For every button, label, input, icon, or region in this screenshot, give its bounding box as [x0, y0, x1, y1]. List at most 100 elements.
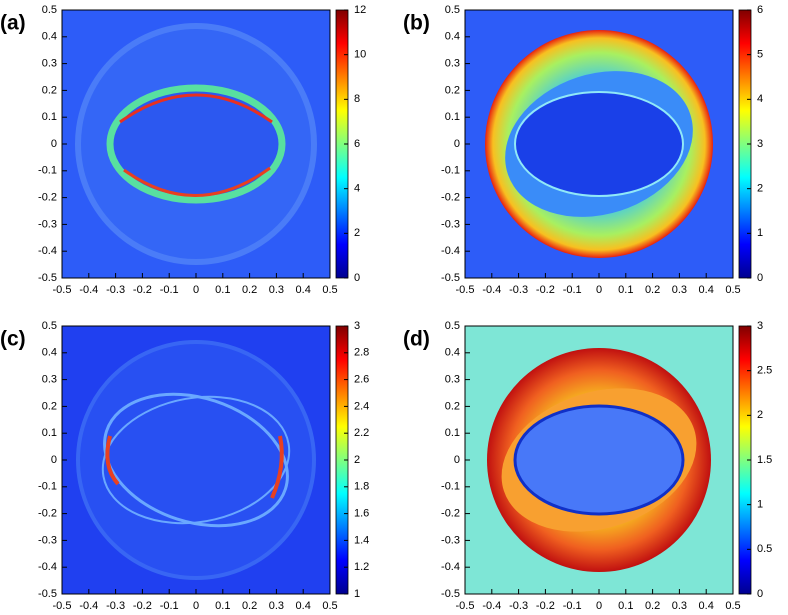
- y-tick-label: 0: [51, 454, 57, 466]
- x-tick-label: -0.3: [509, 284, 528, 296]
- x-tick-label: -0.5: [53, 600, 72, 612]
- colorbar-tick-label: 3: [354, 320, 360, 332]
- colorbar-tick-label: 3: [757, 138, 763, 150]
- colorbar-tick-label: 2.5: [757, 365, 772, 377]
- y-tick-label: 0.1: [42, 427, 57, 439]
- x-tick-label: 0.2: [645, 284, 660, 296]
- colorbar-tick-label: 3: [757, 320, 763, 332]
- colorbar-tick-label: 10: [354, 49, 366, 61]
- y-tick-label: 0.4: [42, 347, 57, 359]
- y-tick-label: -0.1: [38, 165, 57, 177]
- y-tick-label: -0.3: [441, 534, 460, 546]
- colorbar-tick-label: 1: [354, 588, 360, 600]
- y-tick-label: 0.1: [42, 111, 57, 123]
- colorbar-tick-label: 4: [757, 93, 763, 105]
- x-tick-label: -0.4: [79, 600, 98, 612]
- x-tick-label: -0.4: [79, 284, 98, 296]
- y-tick-label: 0.4: [445, 347, 460, 359]
- field-c: [62, 326, 330, 594]
- x-tick-label: -0.2: [133, 600, 152, 612]
- colorbar-tick-label: 5: [757, 49, 763, 61]
- y-tick-label: -0.3: [441, 218, 460, 230]
- x-tick-label: -0.2: [536, 600, 555, 612]
- x-tick-label: -0.4: [482, 600, 501, 612]
- y-tick-label: 0.3: [42, 58, 57, 70]
- x-tick-label: 0.1: [618, 600, 633, 612]
- y-tick-label: -0.4: [38, 245, 57, 257]
- y-tick-label: 0.3: [445, 58, 460, 70]
- x-tick-label: 0.4: [699, 284, 714, 296]
- x-tick-label: 0: [596, 600, 602, 612]
- x-tick-label: 0.5: [725, 284, 740, 296]
- colorbar-tick-label: 6: [354, 138, 360, 150]
- panel-label: (a): [0, 12, 26, 35]
- x-tick-label: -0.3: [509, 600, 528, 612]
- colorbar-tick-label: 1.2: [354, 561, 369, 573]
- x-tick-label: -0.1: [563, 284, 582, 296]
- x-tick-label: -0.3: [106, 600, 125, 612]
- y-tick-label: -0.4: [38, 561, 57, 573]
- x-tick-label: 0.1: [618, 284, 633, 296]
- colorbar-tick-label: 2: [757, 183, 763, 195]
- x-tick-label: 0.4: [296, 284, 311, 296]
- colorbar-tick-label: 0: [757, 588, 763, 600]
- x-tick-label: 0.1: [215, 284, 230, 296]
- x-tick-label: 0.1: [215, 600, 230, 612]
- colorbar-tick-label: 6: [757, 4, 763, 16]
- colorbar-tick-label: 0: [354, 272, 360, 284]
- x-tick-label: 0.3: [269, 600, 284, 612]
- colorbar-tick-label: 2: [354, 454, 360, 466]
- x-tick-label: -0.5: [456, 600, 475, 612]
- x-tick-label: 0.5: [725, 600, 740, 612]
- x-tick-label: 0: [193, 600, 199, 612]
- colorbar-tick-label: 1: [757, 499, 763, 511]
- colorbar-tick-label: 1.5: [757, 454, 772, 466]
- field-a: [62, 10, 330, 278]
- y-tick-label: -0.5: [441, 272, 460, 284]
- x-tick-label: 0.5: [322, 600, 337, 612]
- colorbar-tick-label: 1: [757, 227, 763, 239]
- y-tick-label: 0.5: [445, 320, 460, 332]
- y-tick-label: -0.3: [38, 534, 57, 546]
- y-tick-label: 0.5: [445, 4, 460, 16]
- x-tick-label: 0.3: [672, 284, 687, 296]
- field-d: [465, 326, 733, 594]
- colorbar-tick-label: 0: [757, 272, 763, 284]
- x-tick-label: 0.2: [242, 600, 257, 612]
- colorbar-tick-label: 2: [757, 409, 763, 421]
- panel-label: (c): [0, 328, 26, 351]
- x-tick-label: 0.3: [672, 600, 687, 612]
- x-tick-label: 0.2: [645, 600, 660, 612]
- y-tick-label: 0.4: [445, 31, 460, 43]
- y-tick-label: 0.1: [445, 111, 460, 123]
- colorbar-tick-label: 2.6: [354, 374, 369, 386]
- y-tick-label: -0.5: [38, 272, 57, 284]
- x-tick-label: 0.4: [296, 600, 311, 612]
- y-tick-label: -0.4: [441, 561, 460, 573]
- y-tick-label: -0.1: [441, 481, 460, 493]
- y-tick-label: -0.5: [38, 588, 57, 600]
- panel-label: (b): [403, 12, 430, 35]
- panel-label: (d): [403, 328, 430, 351]
- x-tick-label: 0.4: [699, 600, 714, 612]
- colorbar-tick-label: 8: [354, 93, 360, 105]
- colorbar-tick-label: 2.4: [354, 400, 369, 412]
- x-tick-label: -0.5: [53, 284, 72, 296]
- colorbar-tick-label: 12: [354, 4, 366, 16]
- y-tick-label: -0.2: [441, 508, 460, 520]
- colorbar-tick-label: 0.5: [757, 543, 772, 555]
- field-b: [465, 10, 733, 278]
- y-tick-label: -0.1: [38, 481, 57, 493]
- y-tick-label: 0.2: [445, 84, 460, 96]
- y-tick-label: -0.2: [441, 192, 460, 204]
- colorbar-tick-label: 1.8: [354, 481, 369, 493]
- x-tick-label: -0.3: [106, 284, 125, 296]
- x-tick-label: 0: [596, 284, 602, 296]
- x-tick-label: -0.1: [160, 284, 179, 296]
- x-tick-label: -0.1: [160, 600, 179, 612]
- y-tick-label: 0.2: [445, 400, 460, 412]
- y-tick-label: 0.4: [42, 31, 57, 43]
- y-tick-label: -0.5: [441, 588, 460, 600]
- colorbar-tick-label: 2: [354, 227, 360, 239]
